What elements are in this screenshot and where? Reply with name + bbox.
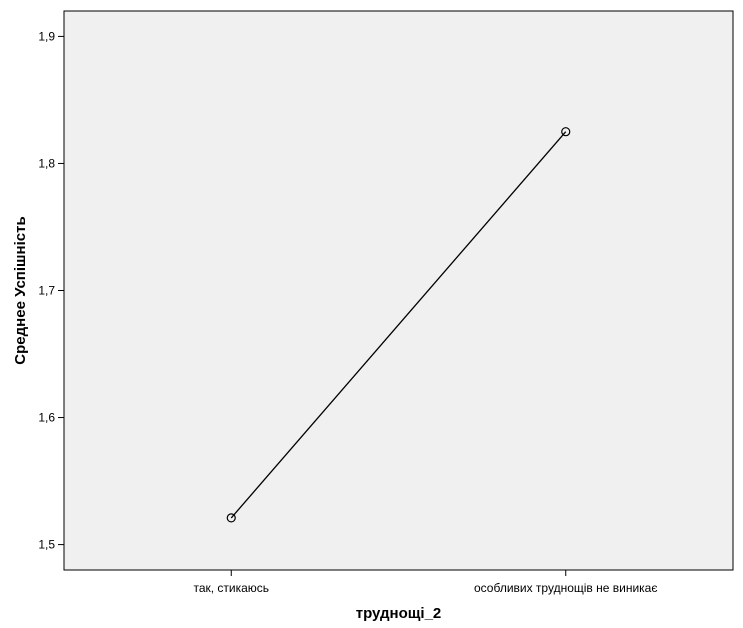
x-axis-title: труднощі_2: [356, 605, 442, 622]
series-layer: [226, 127, 571, 523]
y-tick-label: 1,7: [38, 284, 55, 298]
x-tick-label: особливих труднощів не виникає: [474, 581, 657, 595]
y-tick-label: 1,9: [38, 29, 55, 43]
y-axis-ticks: 1,5 1,6 1,7 1,8 1,9: [38, 29, 64, 552]
series-line: [230, 131, 567, 519]
y-tick-label: 1,6: [38, 411, 55, 425]
data-point: [561, 127, 571, 137]
plot-area: [63, 10, 734, 571]
y-tick-label: 1,5: [38, 538, 55, 552]
data-point: [226, 513, 236, 523]
x-axis-ticks: так, стикаюсь особливих труднощів не вини…: [193, 570, 657, 595]
y-axis-title: Среднее Успішність: [12, 216, 29, 364]
y-tick-label: 1,8: [38, 156, 55, 170]
x-tick-label: так, стикаюсь: [193, 581, 269, 595]
